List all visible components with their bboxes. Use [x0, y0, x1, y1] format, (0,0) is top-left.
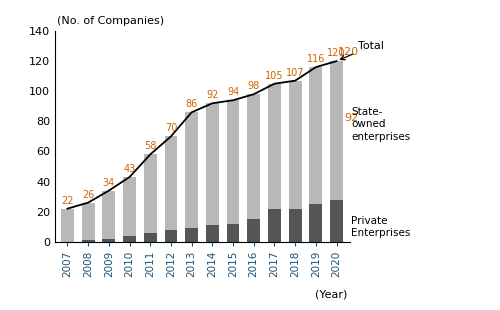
Bar	[144, 154, 156, 233]
Text: 28: 28	[344, 216, 358, 226]
Bar	[206, 103, 219, 225]
Text: 98: 98	[248, 81, 260, 91]
Text: State-
owned
enterprises: State- owned enterprises	[352, 107, 410, 142]
Text: Total: Total	[340, 41, 384, 60]
Bar	[144, 233, 156, 242]
Bar	[268, 209, 281, 242]
Text: 107: 107	[286, 68, 304, 78]
Bar	[248, 219, 260, 242]
Text: 92: 92	[206, 90, 218, 100]
Bar	[226, 224, 239, 242]
Text: 120: 120	[338, 47, 359, 57]
Bar	[61, 209, 74, 242]
Text: (Year): (Year)	[314, 290, 347, 300]
Text: 92: 92	[344, 113, 358, 123]
Text: 58: 58	[144, 141, 156, 152]
Bar	[102, 239, 115, 242]
Bar	[123, 177, 136, 236]
Bar	[310, 204, 322, 242]
Bar	[102, 191, 115, 239]
Text: 43: 43	[124, 164, 136, 174]
Text: 120: 120	[328, 48, 346, 58]
Bar	[330, 61, 343, 200]
Bar	[226, 100, 239, 224]
Text: 94: 94	[227, 87, 239, 97]
Bar	[310, 67, 322, 204]
Text: 34: 34	[102, 178, 115, 188]
Bar	[248, 94, 260, 219]
Text: 86: 86	[186, 99, 198, 109]
Bar	[82, 203, 94, 240]
Text: (No. of Companies): (No. of Companies)	[57, 16, 164, 26]
Text: Private
Enterprises: Private Enterprises	[352, 215, 411, 238]
Text: 70: 70	[164, 123, 177, 133]
Text: 22: 22	[61, 196, 74, 206]
Bar	[164, 230, 177, 242]
Bar	[206, 225, 219, 242]
Bar	[288, 209, 302, 242]
Bar	[268, 84, 281, 209]
Text: 26: 26	[82, 190, 94, 200]
Bar	[330, 200, 343, 242]
Bar	[123, 236, 136, 242]
Text: 116: 116	[306, 54, 325, 64]
Bar	[164, 136, 177, 230]
Bar	[82, 240, 94, 242]
Bar	[185, 228, 198, 242]
Text: 105: 105	[265, 71, 283, 81]
Bar	[288, 81, 302, 209]
Bar	[185, 112, 198, 228]
